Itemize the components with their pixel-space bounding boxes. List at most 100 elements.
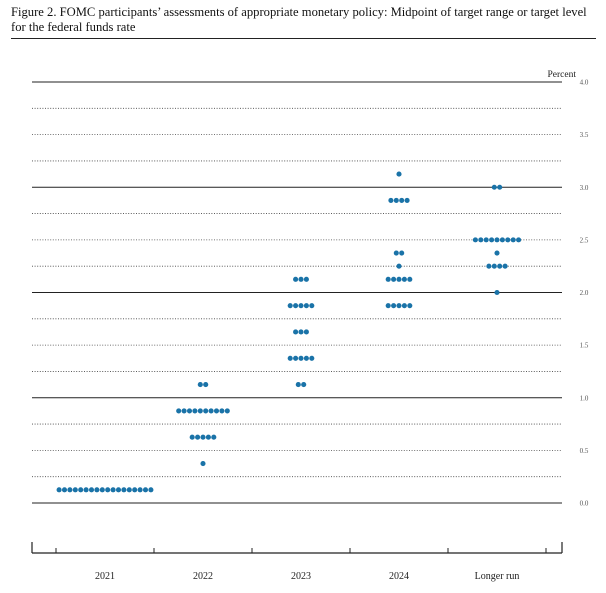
data-dot (399, 250, 405, 256)
y-axis-tick-labels: 0.0 0.5 1.0 1.5 2.0 2.5 3.0 3.5 4.0 (580, 79, 589, 508)
data-dot (298, 355, 304, 361)
data-dot (309, 303, 315, 309)
data-dot (298, 329, 304, 335)
data-dot (176, 408, 182, 414)
data-dot (309, 355, 315, 361)
data-dot (499, 237, 505, 243)
data-dot (491, 184, 497, 190)
data-dot (67, 487, 73, 493)
data-dot (401, 303, 407, 309)
data-dot (110, 487, 116, 493)
data-dot (491, 263, 497, 269)
x-tick-label: 2021 (95, 571, 115, 582)
data-dot (88, 487, 95, 493)
x-tick-label: Longer run (475, 571, 520, 582)
y-axis-unit-label: Percent (548, 70, 577, 80)
y-tick-label: 3.5 (580, 131, 589, 139)
data-dot (404, 197, 410, 203)
data-dot (396, 276, 402, 282)
data-dot (121, 487, 127, 493)
data-dot (205, 434, 211, 440)
y-tick-label: 2.5 (580, 236, 589, 244)
title-rule (11, 38, 596, 39)
data-dot (142, 487, 149, 493)
data-dot (486, 263, 492, 269)
data-dot (303, 355, 309, 361)
data-dot (197, 408, 203, 414)
data-dot (219, 408, 225, 414)
data-dot (385, 276, 391, 282)
y-tick-label: 4.0 (580, 79, 589, 87)
data-dot (287, 355, 293, 361)
data-dot (99, 487, 105, 493)
data-dot (393, 250, 399, 256)
data-dot (497, 263, 503, 269)
data-dot (181, 408, 187, 414)
data-dot (197, 382, 203, 388)
grid-lines (32, 81, 562, 504)
data-dot (303, 329, 309, 335)
data-dot (399, 197, 405, 203)
y-tick-label: 1.0 (580, 394, 589, 402)
data-dot (200, 434, 206, 440)
dots-layer (56, 171, 522, 493)
data-dot (137, 487, 143, 493)
data-dot (396, 263, 402, 269)
data-dot (208, 408, 214, 414)
data-dot (186, 408, 193, 414)
data-dot (301, 382, 307, 388)
data-dot (505, 237, 511, 243)
data-dot (396, 171, 402, 177)
data-dot (401, 276, 407, 282)
y-tick-label: 0.5 (580, 447, 589, 455)
data-dot (78, 487, 84, 493)
data-dot (472, 237, 478, 243)
data-dot (115, 487, 122, 493)
data-dot (407, 303, 413, 309)
x-axis-category-labels: 2021 2022 2023 2024 Longer run (95, 571, 519, 582)
x-tick-label: 2024 (389, 571, 409, 582)
data-dot (391, 303, 397, 309)
data-dot (203, 408, 209, 414)
data-dot (189, 434, 195, 440)
y-tick-label: 3.0 (580, 184, 589, 192)
data-dot (510, 237, 516, 243)
data-dot (195, 434, 201, 440)
data-dot (516, 237, 522, 243)
data-dot (293, 303, 299, 309)
data-dot (224, 408, 230, 414)
x-tick-label: 2023 (291, 571, 311, 582)
data-dot (61, 487, 68, 493)
data-dot (211, 434, 217, 440)
data-dot (287, 303, 293, 309)
data-dot (388, 197, 394, 203)
data-dot (497, 184, 503, 190)
data-dot (213, 408, 220, 414)
data-dot (494, 289, 500, 296)
data-dot (391, 276, 397, 282)
data-dot (148, 487, 154, 493)
data-dot (494, 250, 500, 256)
data-dot (303, 276, 309, 282)
x-axis (31, 542, 563, 554)
data-dot (502, 263, 508, 269)
data-dot (203, 382, 209, 388)
data-dot (200, 460, 206, 467)
data-dot (298, 276, 304, 282)
data-dot (56, 487, 62, 493)
data-dot (295, 382, 301, 388)
data-dot (407, 276, 413, 282)
data-dot (483, 237, 489, 243)
data-dot (478, 237, 484, 243)
x-tick-label: 2022 (193, 571, 213, 582)
data-dot (293, 329, 299, 335)
data-dot (385, 303, 391, 309)
data-dot (132, 487, 138, 493)
data-dot (396, 303, 402, 309)
chart-title: Figure 2. FOMC participants’ assessments… (11, 5, 587, 34)
data-dot (94, 487, 100, 493)
data-dot (303, 303, 309, 309)
data-dot (72, 487, 78, 493)
data-dot (83, 487, 89, 493)
